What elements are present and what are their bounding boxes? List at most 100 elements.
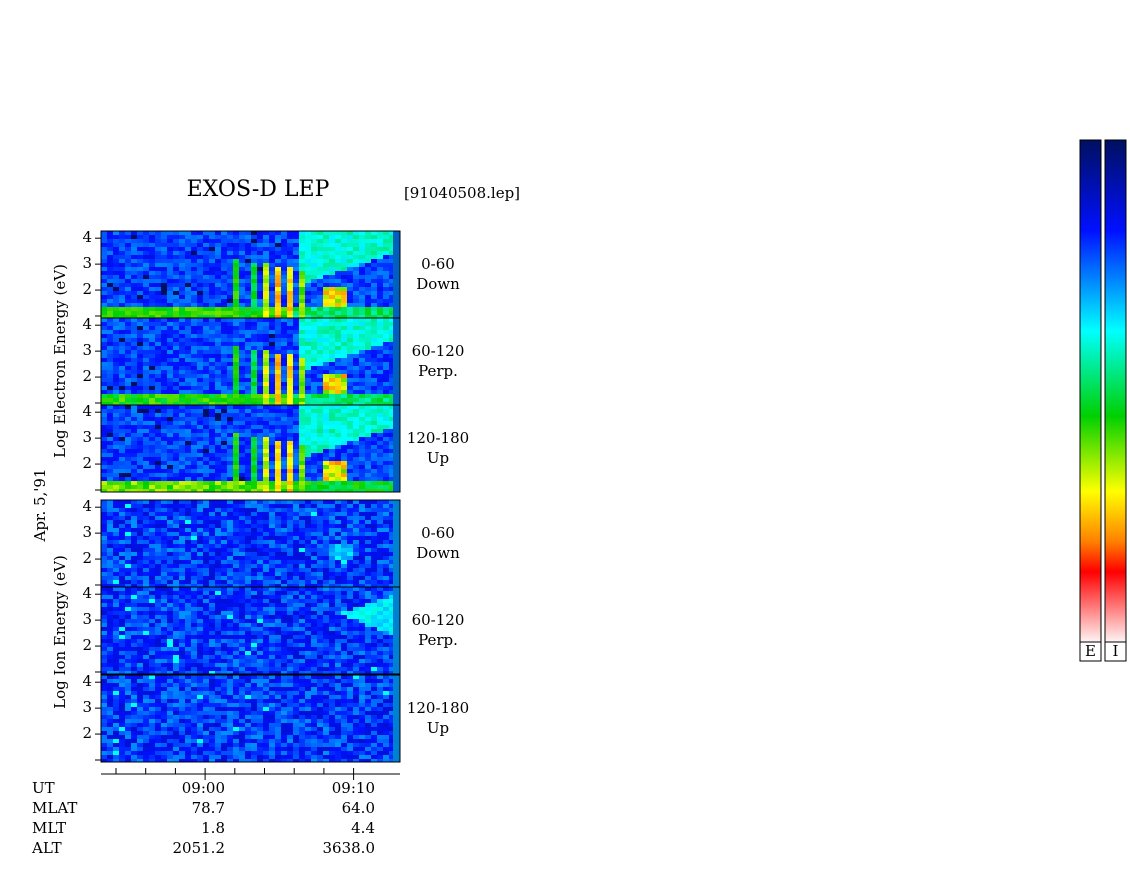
spectrogram-cell xyxy=(131,318,137,322)
spectrogram-cell xyxy=(371,433,377,437)
spectrogram-cell xyxy=(149,449,155,453)
spectrogram-cell xyxy=(149,287,155,291)
spectrogram-cell xyxy=(143,279,149,283)
spectrogram-cell xyxy=(317,287,323,291)
spectrogram-cell xyxy=(269,405,275,409)
spectrogram-cell xyxy=(293,481,299,485)
spectrogram-cell xyxy=(191,663,197,667)
spectrogram-cell xyxy=(281,362,287,366)
spectrogram-cell xyxy=(281,413,287,417)
spectrogram-cell xyxy=(149,540,155,544)
spectrogram-cell xyxy=(179,283,185,287)
spectrogram-cell xyxy=(161,663,167,667)
spectrogram-cell xyxy=(119,295,125,299)
spectrogram-cell xyxy=(365,398,371,402)
spectrogram-cell xyxy=(353,405,359,409)
spectrogram-cell xyxy=(323,354,329,358)
spectrogram-cell xyxy=(125,516,131,520)
spectrogram-cell xyxy=(311,346,317,350)
spectrogram-cell xyxy=(119,326,125,330)
spectrogram-cell xyxy=(353,584,359,587)
spectrogram-cell xyxy=(383,421,389,425)
spectrogram-cell xyxy=(275,603,281,607)
spectrogram-cell xyxy=(167,643,173,647)
spectrogram-cell xyxy=(209,504,215,508)
spectrogram-cell xyxy=(347,362,353,366)
spectrogram-cell xyxy=(233,322,239,326)
spectrogram-cell xyxy=(155,572,161,576)
spectrogram-cell xyxy=(227,421,233,425)
spectrogram-cell xyxy=(239,429,245,433)
spectrogram-cell xyxy=(359,568,365,572)
spectrogram-cell xyxy=(293,362,299,366)
spectrogram-cell xyxy=(197,350,203,354)
spectrogram-cell xyxy=(161,271,167,275)
spectrogram-cell xyxy=(329,307,335,311)
spectrogram-cell xyxy=(161,239,167,243)
spectrogram-cell xyxy=(371,421,377,425)
spectrogram-cell xyxy=(167,591,173,595)
spectrogram-cell xyxy=(269,318,275,322)
spectrogram-cell xyxy=(263,342,269,346)
spectrogram-cell xyxy=(227,433,233,437)
spectrogram-cell xyxy=(203,524,209,528)
spectrogram-cell xyxy=(107,449,113,453)
spectrogram-cell xyxy=(245,655,251,659)
spectrogram-cell xyxy=(251,663,257,667)
spectrogram-cell xyxy=(179,394,185,398)
spectrogram-cell xyxy=(221,437,227,441)
spectrogram-cell xyxy=(161,398,167,402)
spectrogram-cell xyxy=(329,524,335,528)
spectrogram-cell xyxy=(263,540,269,544)
spectrogram-cell xyxy=(173,449,179,453)
spectrogram-cell xyxy=(341,544,347,548)
spectrogram-cell xyxy=(317,291,323,295)
spectrogram-cell xyxy=(347,584,353,587)
spectrogram-cell xyxy=(191,263,197,267)
spectrogram-cell xyxy=(251,473,257,477)
spectrogram-cell xyxy=(257,599,263,603)
spectrogram-cell xyxy=(293,516,299,520)
spectrogram-cell xyxy=(191,409,197,413)
spectrogram-cell xyxy=(107,330,113,334)
spectrogram-cell xyxy=(317,243,323,247)
spectrogram-cell xyxy=(203,445,209,449)
spectrogram-cell xyxy=(299,544,305,548)
spectrogram-cell xyxy=(389,457,393,461)
spectrogram-cell xyxy=(389,370,393,374)
spectrogram-cell xyxy=(203,342,209,346)
spectrogram-cell xyxy=(377,520,383,524)
spectrogram-cell xyxy=(215,405,221,409)
spectrogram-cell xyxy=(185,413,191,417)
spectrogram-cell xyxy=(335,354,341,358)
spectrogram-cell xyxy=(269,572,275,576)
spectrogram-cell xyxy=(173,251,179,255)
spectrogram-cell xyxy=(323,528,329,532)
spectrogram-cell xyxy=(137,390,143,394)
spectrogram-cell xyxy=(221,576,227,580)
spectrogram-cell xyxy=(131,374,137,378)
spectrogram-cell xyxy=(185,350,191,354)
spectrogram-cell xyxy=(173,441,179,445)
spectrogram-cell xyxy=(305,386,311,390)
spectrogram-cell xyxy=(353,445,359,449)
spectrogram-cell xyxy=(149,564,155,568)
spectrogram-cell xyxy=(131,481,137,485)
spectrogram-cell xyxy=(287,390,293,394)
spectrogram-cell xyxy=(335,295,341,299)
spectrogram-cell xyxy=(299,370,305,374)
spectrogram-cell xyxy=(287,520,293,524)
spectrogram-cell xyxy=(371,584,377,587)
spectrogram-cell xyxy=(143,449,149,453)
spectrogram-cell xyxy=(341,469,347,473)
spectrogram-cell xyxy=(173,267,179,271)
spectrogram-cell xyxy=(239,251,245,255)
spectrogram-cell xyxy=(173,671,179,674)
spectrogram-cell xyxy=(293,239,299,243)
spectrogram-cell xyxy=(107,667,113,671)
spectrogram-cell xyxy=(269,346,275,350)
spectrogram-cell xyxy=(365,263,371,267)
spectrogram-cell xyxy=(239,512,245,516)
spectrogram-cell xyxy=(281,386,287,390)
spectrogram-cell xyxy=(317,524,323,528)
